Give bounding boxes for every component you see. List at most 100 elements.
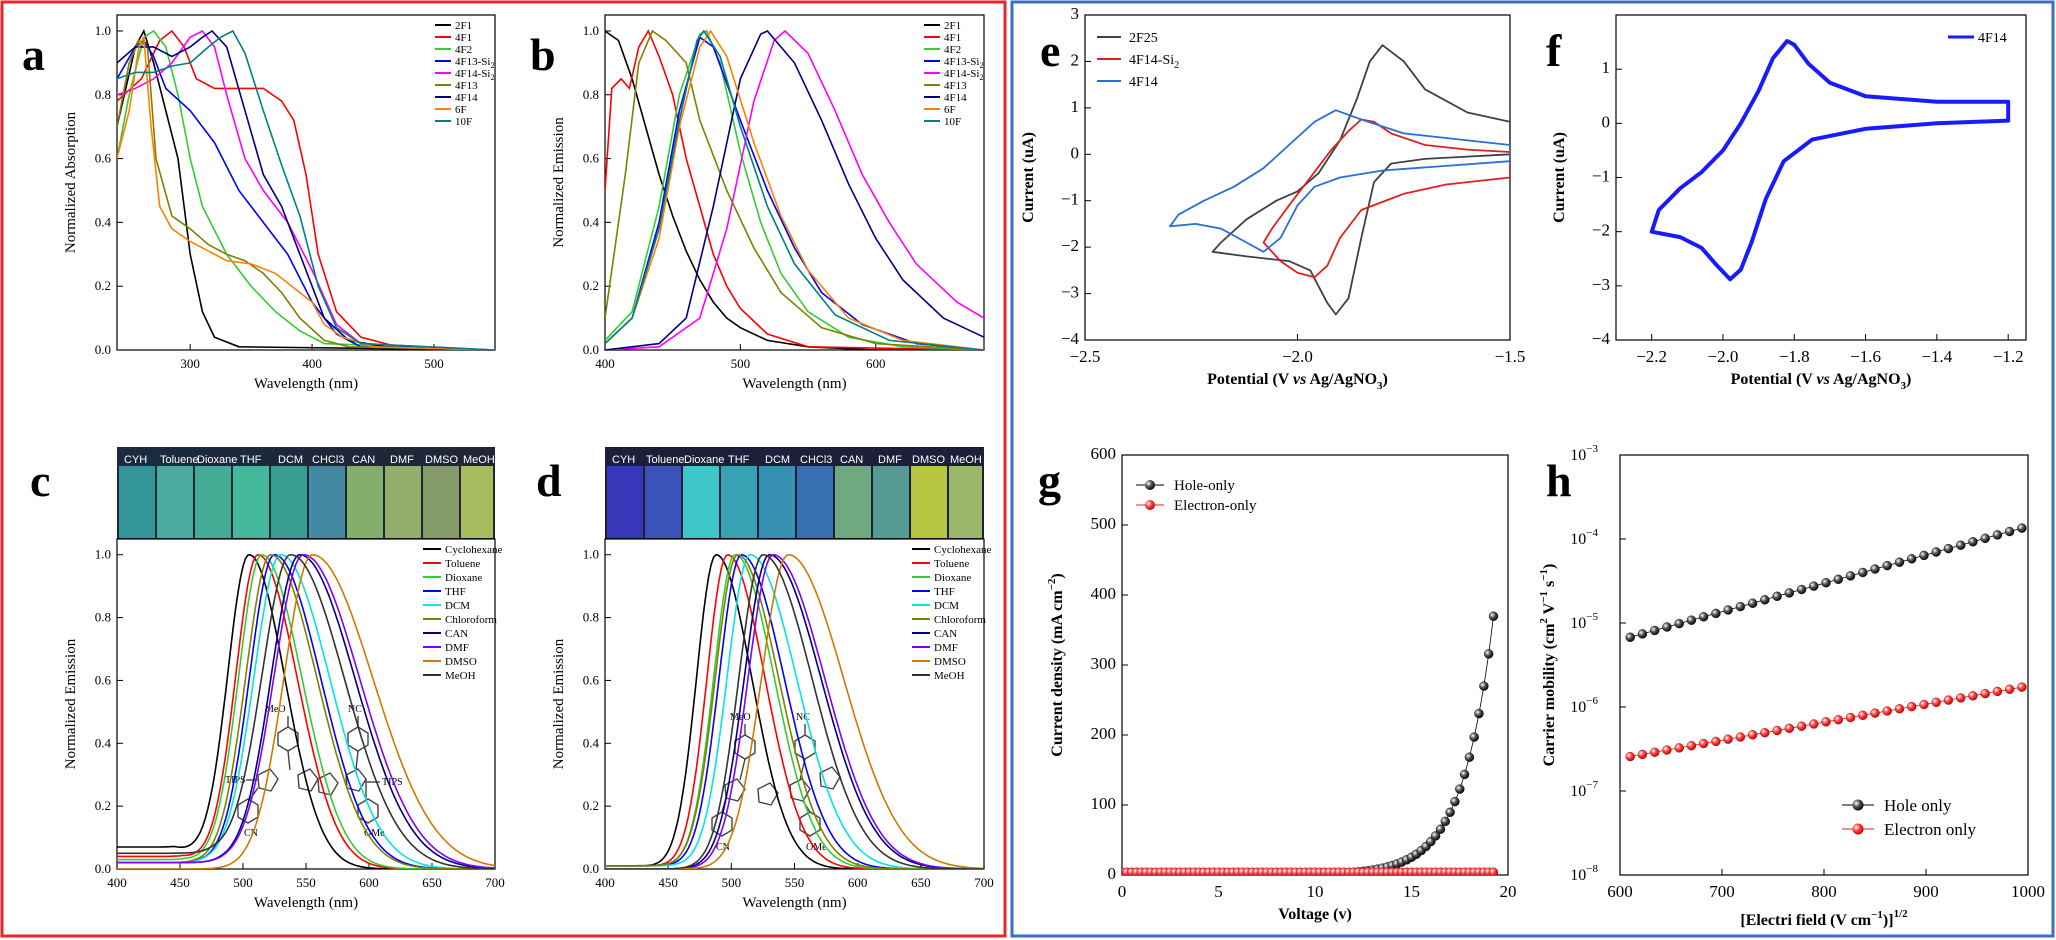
series-line-c-6 [117,553,495,869]
vial-label-c-2: Dioxane [197,454,237,466]
series-line-a-7 [117,34,495,350]
data-point [1955,540,1966,550]
legend-label: 4F13 [455,80,478,92]
legend-sub: 2 [490,61,494,70]
data-point [1821,578,1831,588]
data-point [1686,615,1697,625]
vial-label-d-8: DMSO [912,454,945,466]
panel-letter-e: e [1040,25,1060,76]
data-point [1735,601,1746,612]
data-point [1833,715,1844,725]
y-axis-title-close: ) [1049,573,1066,578]
series-line-d-4 [605,553,984,869]
data-point [1906,701,1917,712]
y-tick-label: 0.6 [95,672,112,687]
x-axis-title: Wavelength (nm) [254,895,358,911]
y-tick-exponent: −7 [1586,779,1598,791]
x-tick-label: 10 [1307,882,1324,901]
legend-label: THF [934,586,955,598]
chart-panel-h: 600 700 800 900 1000 10−8 10−7 10−6 10−5 10−4 10−3… [1538,443,2045,929]
panel-letter-h: h [1546,455,1572,506]
x-tick-label: 700 [974,875,994,890]
data-point [1943,695,1954,705]
panel-letter-b: b [530,29,556,80]
y-tick-label: 2 [1071,50,1080,69]
data-point [1711,608,1721,619]
data-point [1488,611,1499,621]
x-axis-title-close: )] [1883,912,1894,929]
y-axis-title-part: V [1541,602,1558,618]
vial-label-d-5: CHCl3 [800,454,832,466]
legend-label: 4F14-Si2 [944,68,983,82]
y-tick-label: 0.4 [583,214,600,229]
vial-thf [233,466,269,538]
x-tick-label: 700 [1709,882,1735,901]
series-line-e-1 [1262,118,1510,279]
vial-photo-d: CYH Toluene Dioxane THF DCM CHCl3 CAN DM… [605,447,984,539]
y-tick-label: −2 [1592,221,1610,240]
y-tick-label: 0.8 [583,87,599,102]
series-line-d-7 [605,553,984,869]
y-tick-label: 300 [1091,654,1117,673]
data-point [1980,533,1990,543]
data-point [1479,681,1489,691]
data-point [1906,554,1917,564]
legend-label: Hole-only [1174,478,1235,494]
x-axis-title-close: ) [1906,371,1911,388]
plot-frame-a [116,14,496,351]
x-tick-label: 400 [595,875,615,890]
x-tick-label: 500 [731,356,751,371]
x-tick-label: 450 [658,875,678,890]
vial-label-d-0: CYH [612,454,635,466]
y-tick-label: 200 [1091,724,1117,743]
vial-toluene [157,466,193,538]
plot-area-a [117,28,495,350]
y-tick-label: 0 [1071,143,1080,162]
data-point [1625,632,1635,642]
y-axis-title-part: 2 [1538,618,1550,624]
series-line-d-5 [605,554,984,869]
vial-label-d-9: MeOH [950,454,982,466]
vial-meoh [461,466,493,538]
structure-label-c-0: MeO [265,704,286,715]
y-tick-label: 1 [1071,97,1080,116]
x-tick-label: −1.8 [1779,347,1810,366]
legend-label: 4F14-Si2 [455,68,494,82]
y-tick-label: 3 [1071,4,1080,23]
y-tick-label: 1.0 [95,23,111,38]
data-point [1747,730,1758,740]
data-point [1450,796,1460,807]
data-point [1796,721,1807,731]
plot-frame-f [1615,14,2027,341]
data-point [1625,751,1635,762]
chart-panel-a: 300 400 500 0.0 0.2 0.4 0.6 0.8 1.0 Wavelength (n… [63,14,496,392]
vial-label-c-0: CYH [124,454,147,466]
x-axis-title-sub: 3 [1901,380,1907,392]
y-axis-title-part: s [1541,581,1558,591]
legend-label: MeOH [445,670,476,682]
data-point [1459,769,1470,780]
legend-sub: 2 [979,61,983,70]
data-point [1723,605,1733,615]
data-point [1430,831,1441,841]
legend-label: 2F25 [1129,31,1158,46]
y-tick-label: 0.2 [583,278,599,293]
legend-label: CAN [445,628,468,640]
legend-label: Chloroform [445,614,497,626]
x-tick-label: 500 [233,875,253,890]
legend-label: 2F1 [944,20,961,32]
x-tick-label: −1.4 [1921,347,1952,366]
data-point [1931,547,1941,557]
y-tick-label: 0.0 [583,342,599,357]
x-tick-label: −2.0 [1708,347,1739,366]
x-tick-label: −2.2 [1636,347,1667,366]
panel-letter-c: c [30,455,50,506]
legend-sub: 2 [1174,60,1179,71]
series-line-c-3 [117,553,495,869]
y-tick-exponent: −8 [1586,863,1598,875]
data-point [1686,741,1697,751]
series-line-c-0 [117,554,495,869]
y-tick-label: −1 [1592,167,1610,186]
panel-letter-g: g [1038,455,1061,506]
